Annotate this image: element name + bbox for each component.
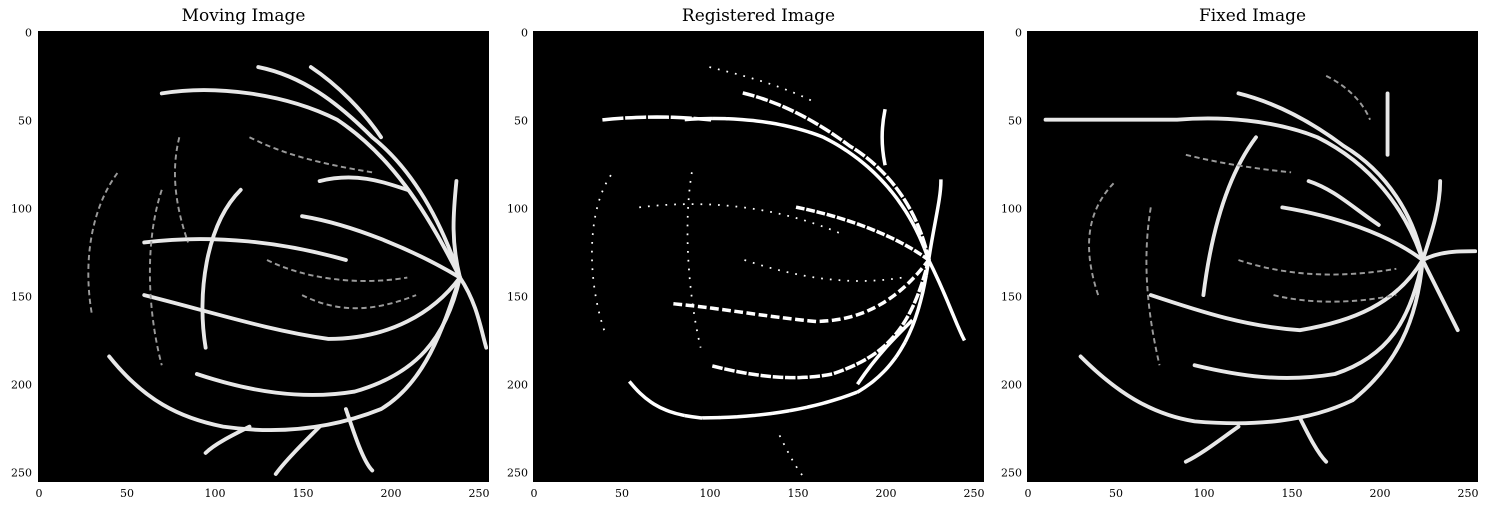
y-tick-label: 150 xyxy=(502,291,528,304)
x-tick-label: 200 xyxy=(871,487,901,500)
x-tick-label: 100 xyxy=(200,487,230,500)
x-tick-label: 50 xyxy=(112,487,142,500)
panel-moving: Moving Image xyxy=(0,0,490,514)
y-tick-label: 150 xyxy=(996,291,1022,304)
vessel-image xyxy=(39,32,488,481)
y-tick-label: 250 xyxy=(6,467,32,480)
panel-title: Moving Image xyxy=(18,6,469,26)
y-tick-label: 100 xyxy=(6,203,32,216)
y-tick-label: 50 xyxy=(6,115,32,128)
y-tick-label: 250 xyxy=(502,467,528,480)
vessel-image xyxy=(534,32,983,481)
moving-image xyxy=(38,31,489,482)
y-tick-label: 50 xyxy=(502,115,528,128)
x-tick-label: 250 xyxy=(959,487,989,500)
x-tick-label: 200 xyxy=(376,487,406,500)
y-tick-label: 100 xyxy=(996,203,1022,216)
x-tick-label: 100 xyxy=(695,487,725,500)
x-tick-label: 50 xyxy=(1101,487,1131,500)
x-tick-label: 0 xyxy=(24,487,54,500)
x-tick-label: 150 xyxy=(288,487,318,500)
y-tick-label: 0 xyxy=(996,27,1022,40)
x-tick-label: 50 xyxy=(607,487,637,500)
x-tick-label: 250 xyxy=(1453,487,1483,500)
x-tick-label: 100 xyxy=(1189,487,1219,500)
panel-fixed: Fixed Image xyxy=(990,0,1480,514)
y-tick-label: 0 xyxy=(6,27,32,40)
y-tick-label: 250 xyxy=(996,467,1022,480)
panel-registered: Registered Image xyxy=(496,0,986,514)
y-tick-label: 100 xyxy=(502,203,528,216)
x-tick-label: 0 xyxy=(519,487,549,500)
x-tick-label: 250 xyxy=(464,487,494,500)
y-tick-label: 200 xyxy=(502,379,528,392)
panel-title: Registered Image xyxy=(533,6,984,26)
x-tick-label: 200 xyxy=(1365,487,1395,500)
x-tick-label: 0 xyxy=(1013,487,1043,500)
y-tick-label: 50 xyxy=(996,115,1022,128)
vessel-image xyxy=(1028,32,1477,481)
y-tick-label: 150 xyxy=(6,291,32,304)
registered-image xyxy=(533,31,984,482)
x-tick-label: 150 xyxy=(1277,487,1307,500)
y-tick-label: 200 xyxy=(6,379,32,392)
x-tick-label: 150 xyxy=(783,487,813,500)
y-tick-label: 0 xyxy=(502,27,528,40)
fixed-image xyxy=(1027,31,1478,482)
y-tick-label: 200 xyxy=(996,379,1022,392)
panel-title: Fixed Image xyxy=(1027,6,1478,26)
